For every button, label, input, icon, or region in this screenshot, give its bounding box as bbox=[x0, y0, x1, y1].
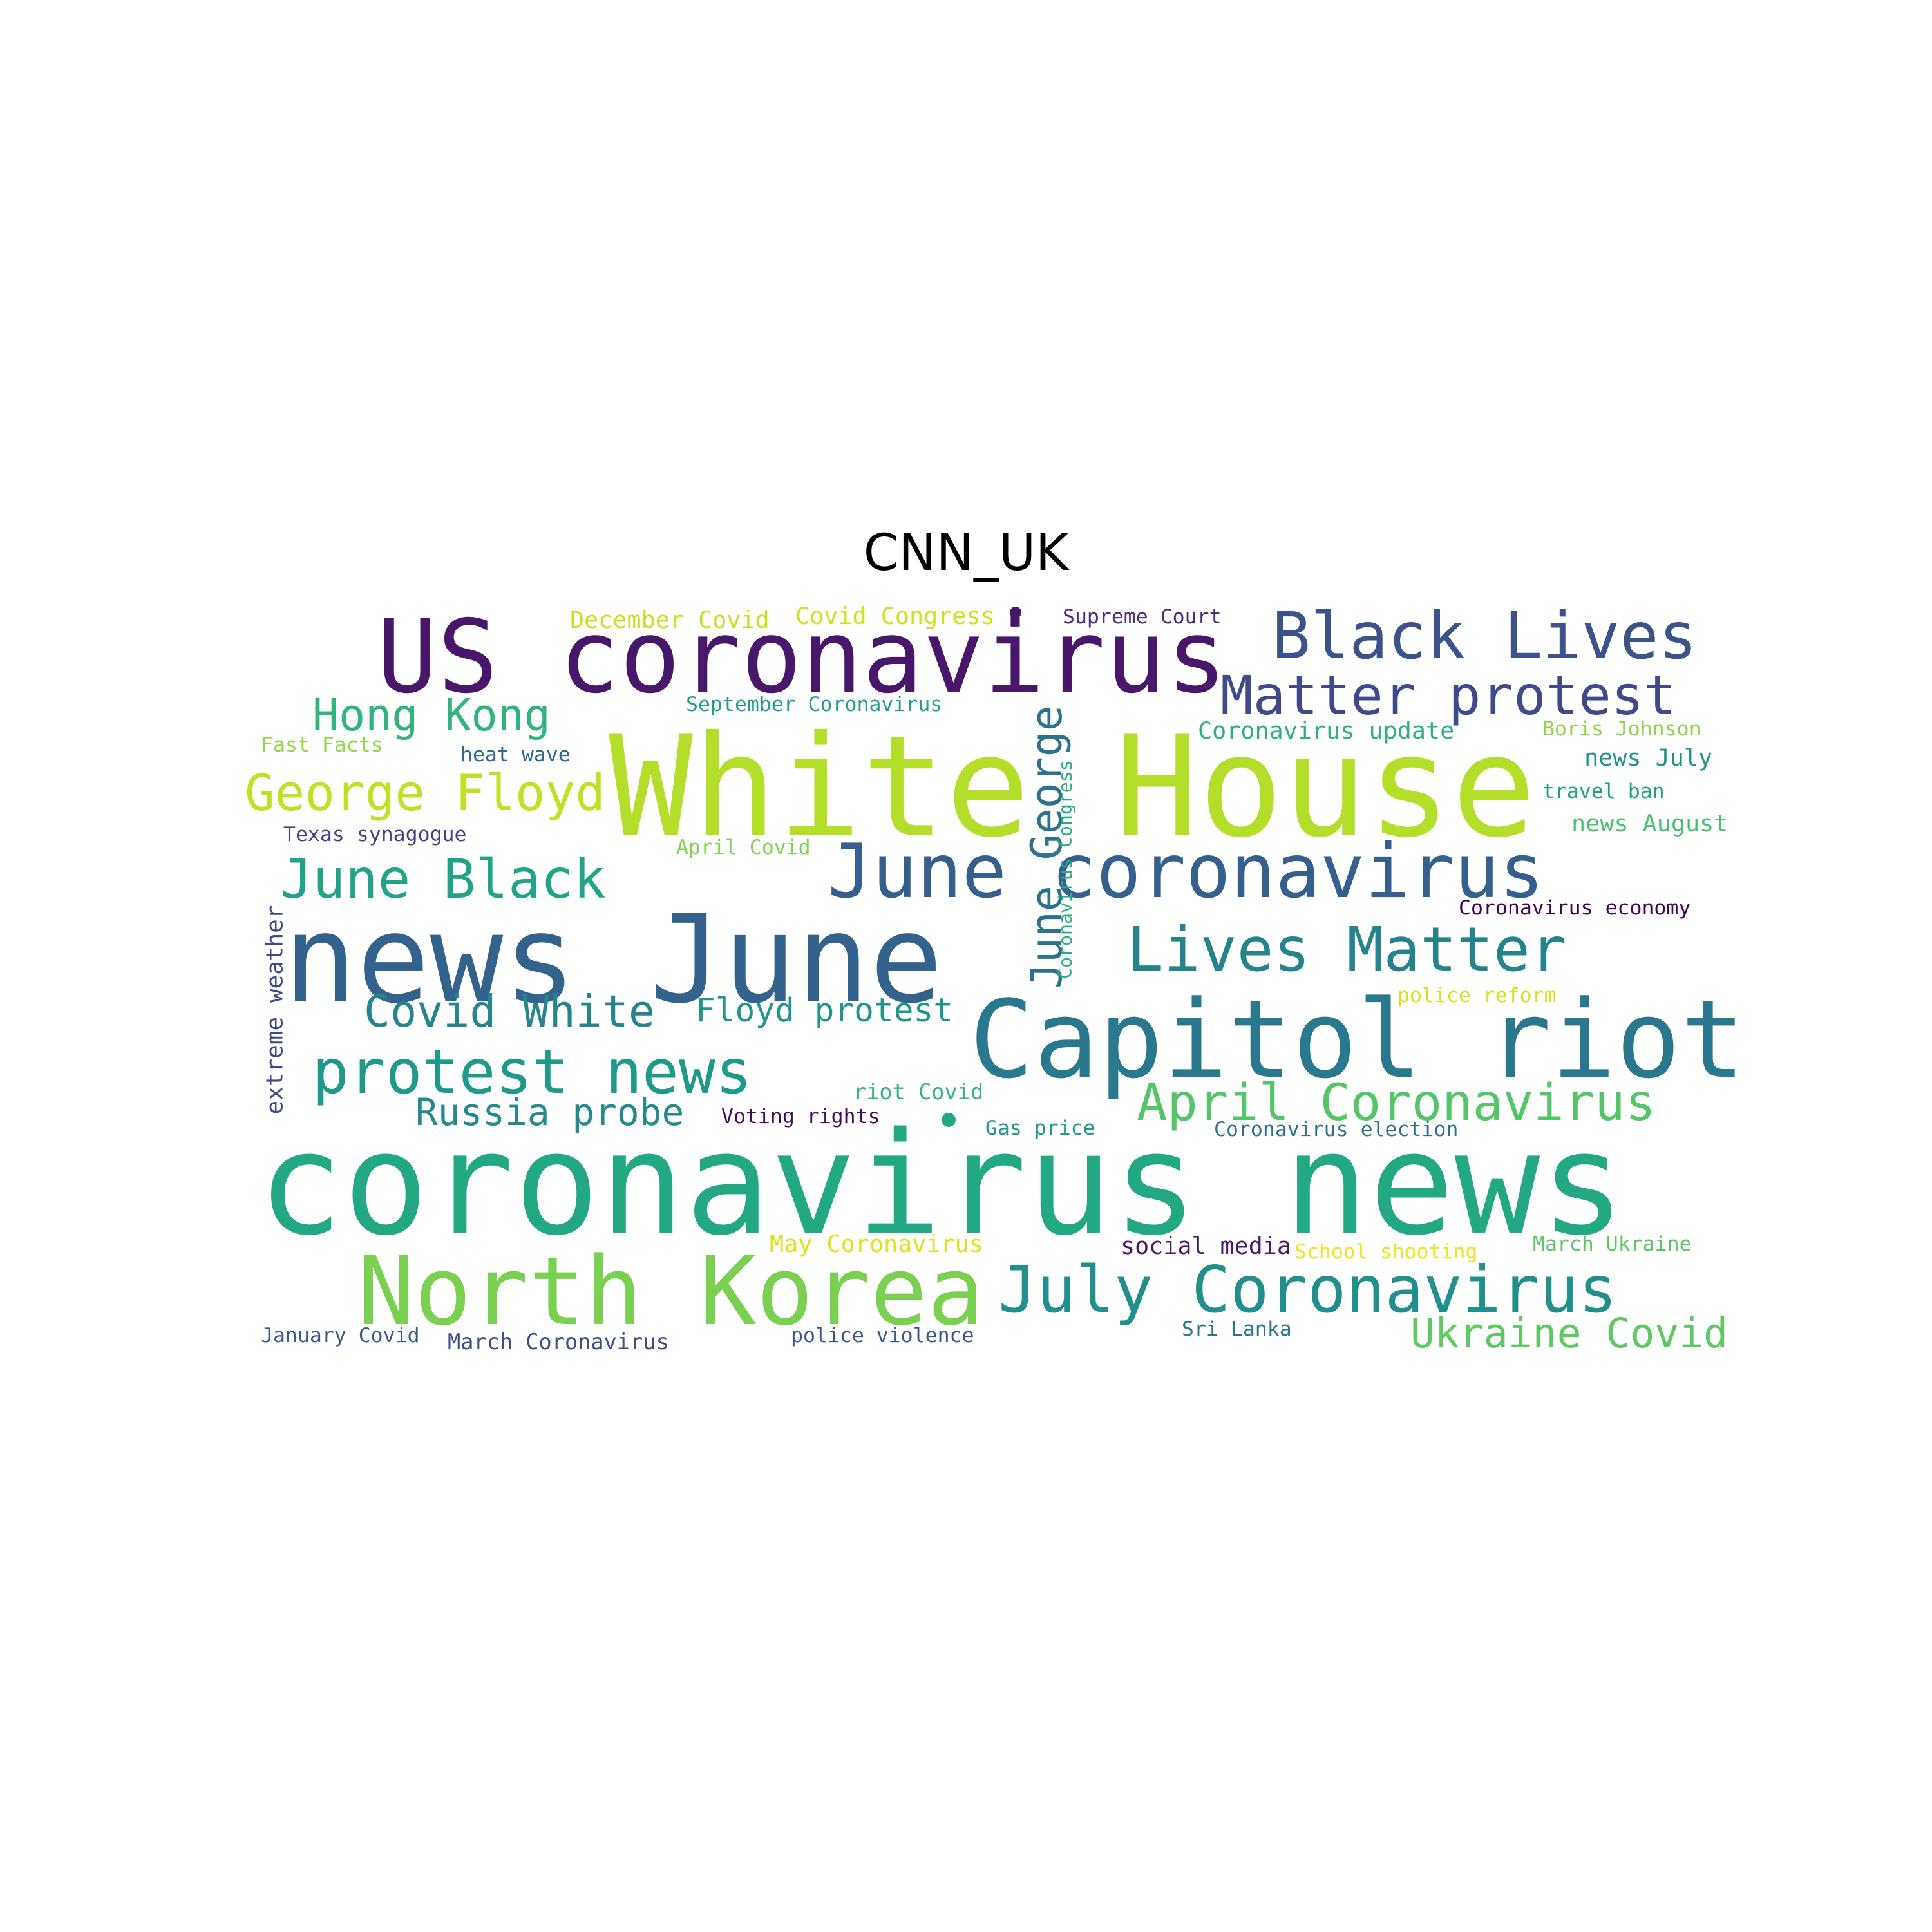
cloud-word: April Coronavirus bbox=[1137, 1073, 1656, 1133]
cloud-word: January Covid bbox=[261, 1324, 420, 1348]
cloud-word: July Coronavirus bbox=[998, 1251, 1617, 1327]
cloud-word: coronavirus news bbox=[258, 1101, 1626, 1267]
cloud-word: May Coronavirus bbox=[770, 1230, 983, 1258]
cloud-word: Voting rights bbox=[721, 1105, 880, 1129]
cloud-word: Sri Lanka bbox=[1182, 1318, 1292, 1341]
cloud-word: Boris Johnson bbox=[1542, 717, 1701, 741]
cloud-word: US coronavirus bbox=[377, 598, 1227, 715]
cloud-dot bbox=[942, 1113, 956, 1127]
cloud-word: Texas synagogue bbox=[283, 823, 467, 847]
cloud-word: travel ban bbox=[1542, 780, 1665, 804]
cloud-word: North Korea bbox=[357, 1236, 985, 1347]
cloud-word: School shooting bbox=[1294, 1240, 1478, 1264]
cloud-word: Coronavirus election bbox=[1214, 1118, 1459, 1142]
cloud-word: heat wave bbox=[460, 743, 571, 767]
cloud-word: Russia probe bbox=[415, 1090, 685, 1134]
cloud-word: Covid Congress bbox=[795, 602, 995, 630]
cloud-word-vertical: extreme weather bbox=[261, 905, 289, 1114]
cloud-word: September Coronavirus bbox=[686, 693, 943, 717]
cloud-word: Ukraine Covid bbox=[1410, 1309, 1728, 1357]
cloud-title: CNN_UK bbox=[863, 524, 1069, 582]
cloud-word: Matter protest bbox=[1220, 664, 1677, 727]
cloud-word: Floyd protest bbox=[696, 992, 954, 1030]
cloud-word: news July bbox=[1584, 744, 1713, 772]
cloud-word: George Floyd bbox=[245, 764, 605, 822]
cloud-word: social media bbox=[1121, 1232, 1291, 1260]
cloud-word-vertical: Coronavirus Congress bbox=[1054, 760, 1076, 979]
cloud-word: Supreme Court bbox=[1063, 605, 1222, 629]
cloud-word: Coronavirus economy bbox=[1459, 896, 1691, 920]
cloud-word: December Covid bbox=[570, 606, 770, 634]
cloud-word: police violence bbox=[791, 1324, 974, 1348]
cloud-word: Capitol riot bbox=[969, 977, 1746, 1103]
cloud-word: news August bbox=[1571, 810, 1728, 838]
cloud-word: protest news bbox=[312, 1036, 752, 1108]
cloud-dot bbox=[1010, 607, 1021, 618]
cloud-word: April Covid bbox=[676, 836, 811, 860]
cloud-word: police reform bbox=[1397, 984, 1557, 1008]
cloud-word: White House bbox=[609, 705, 1536, 869]
cloud-word: Covid White bbox=[364, 987, 655, 1038]
cloud-word: Hong Kong bbox=[312, 690, 551, 742]
cloud-word: news June bbox=[283, 888, 943, 1030]
cloud-word: June Black bbox=[280, 848, 606, 911]
cloud-word: Lives Matter bbox=[1127, 914, 1567, 985]
cloud-word: Coronavirus update bbox=[1198, 717, 1455, 745]
cloud-word: June coronavirus bbox=[828, 829, 1544, 916]
cloud-word: riot Covid bbox=[853, 1079, 984, 1105]
cloud-word: Fast Facts bbox=[261, 734, 383, 757]
cloud-word: Gas price bbox=[985, 1117, 1095, 1141]
cloud-word: March Ukraine bbox=[1533, 1233, 1692, 1256]
cloud-word: March Coronavirus bbox=[448, 1329, 669, 1355]
cloud-word: Black Lives bbox=[1272, 598, 1698, 674]
